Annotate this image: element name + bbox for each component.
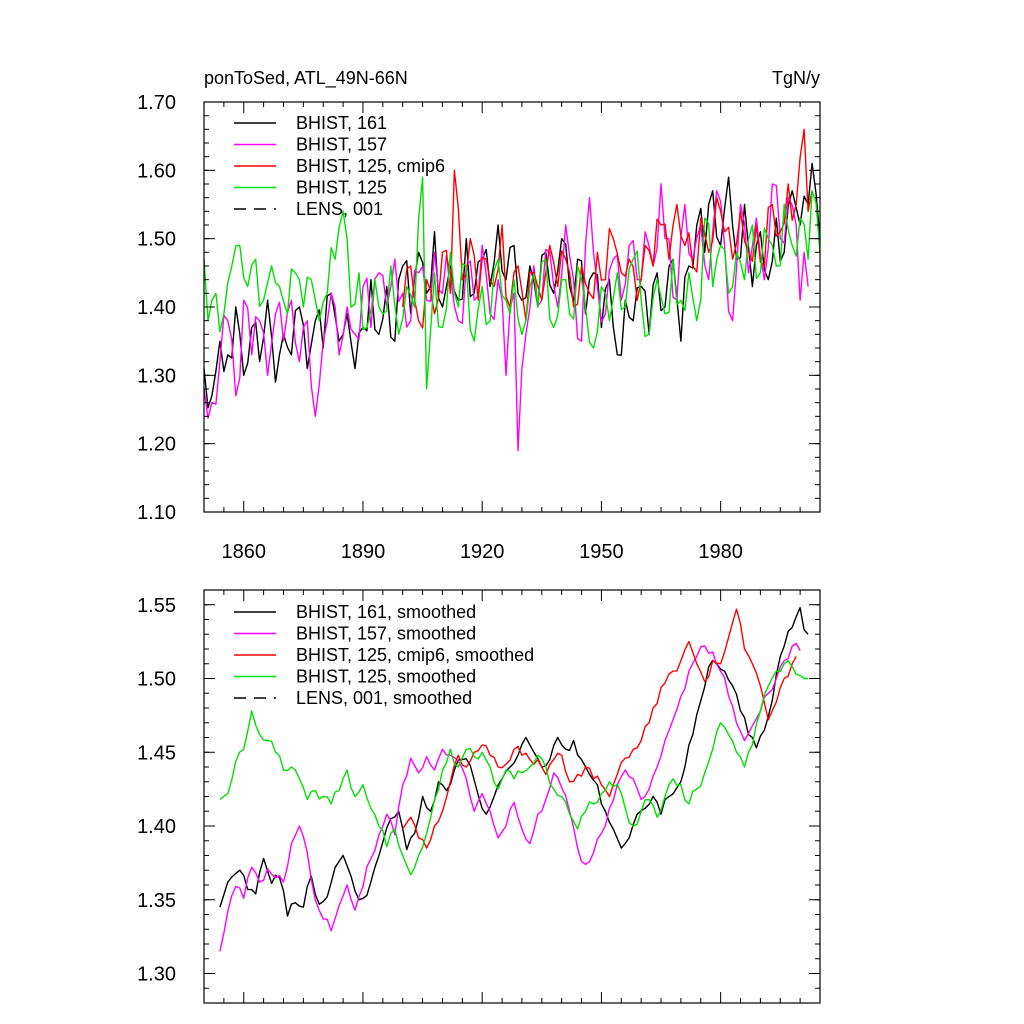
top-title-right: TgN/y xyxy=(772,68,820,88)
top-xtick-label-1920: 1920 xyxy=(460,541,505,563)
bottom-ytick-label-2: 1.40 xyxy=(137,816,176,838)
bottom-legend-label-bhist-161-smoothed: BHIST, 161, smoothed xyxy=(296,602,476,622)
top-ytick-label-6: 1.70 xyxy=(137,92,176,114)
top-legend-label-bhist-161: BHIST, 161 xyxy=(296,113,387,133)
bottom-series-bhist-157-smoothed xyxy=(219,642,801,952)
bottom-ytick-label-3: 1.45 xyxy=(137,742,176,764)
top-tick-labels: 1860 1890 1920 1950 1980 1.10 1.20 1.30 1.40 1.50… xyxy=(137,92,743,563)
bottom-series-bhist-125-smoothed xyxy=(219,659,809,876)
top-series-layer xyxy=(203,128,821,452)
top-xtick-label-1950: 1950 xyxy=(579,541,624,563)
bottom-ytick-label-1: 1.35 xyxy=(137,890,176,912)
bottom-ytick-label-4: 1.50 xyxy=(137,669,176,691)
top-series-bhist-125-cmip6 xyxy=(402,128,813,329)
top-series-bhist-161 xyxy=(203,162,821,409)
top-ytick-label-3: 1.40 xyxy=(137,297,176,319)
top-xtick-label-1980: 1980 xyxy=(698,541,743,563)
bottom-ytick-label-0: 1.30 xyxy=(137,964,176,986)
top-ytick-label-5: 1.60 xyxy=(137,160,176,182)
bottom-series-bhist-125-cmip6-smoothed xyxy=(402,608,797,849)
top-ytick-label-0: 1.10 xyxy=(137,502,176,524)
bottom-ytick-label-5: 1.55 xyxy=(137,595,176,617)
top-ytick-label-2: 1.30 xyxy=(137,365,176,387)
top-title-left: ponToSed, ATL_49N-66N xyxy=(204,68,408,89)
bottom-legend-label-bhist-125-smoothed: BHIST, 125, smoothed xyxy=(296,667,476,687)
bottom-tick-labels: 1.30 1.35 1.40 1.45 1.50 1.55 xyxy=(137,595,176,986)
bottom-ticks xyxy=(203,589,821,1004)
bottom-legend-label-bhist-157-smoothed: BHIST, 157, smoothed xyxy=(296,624,476,644)
top-legend-label-lens-001: LENS, 001 xyxy=(296,199,383,219)
top-series-bhist-125 xyxy=(203,176,821,390)
top-ytick-label-1: 1.20 xyxy=(137,434,176,456)
top-series-bhist-157 xyxy=(203,183,809,452)
bottom-panel: 1.30 1.35 1.40 1.45 1.50 1.55 BHIST, 161, smo… xyxy=(137,589,821,1004)
bottom-series-bhist-161-smoothed xyxy=(219,607,809,917)
top-legend-label-bhist-157: BHIST, 157 xyxy=(296,135,387,155)
top-panel: 1860 1890 1920 1950 1980 1.10 1.20 1.30 1.40 1.50… xyxy=(137,68,821,563)
top-ticks xyxy=(203,101,821,513)
top-ytick-label-4: 1.50 xyxy=(137,229,176,251)
top-xtick-label-1860: 1860 xyxy=(221,541,266,563)
bottom-series-layer xyxy=(219,607,809,952)
bottom-legend-label-lens-001-smoothed: LENS, 001, smoothed xyxy=(296,688,472,708)
top-legend-label-bhist-125-cmip6: BHIST, 125, cmip6 xyxy=(296,156,445,176)
bottom-legend-label-bhist-125-cmip6-smoothed: BHIST, 125, cmip6, smoothed xyxy=(296,645,534,665)
top-xtick-label-1890: 1890 xyxy=(341,541,386,563)
top-legend-label-bhist-125: BHIST, 125 xyxy=(296,178,387,198)
